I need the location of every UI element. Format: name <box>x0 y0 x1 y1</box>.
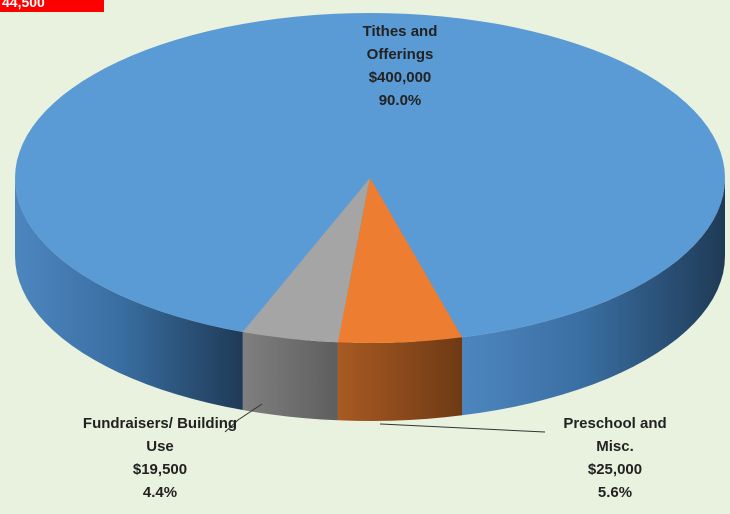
slice <box>242 178 370 343</box>
category-label: Fundraisers/ Building Use <box>82 415 238 455</box>
slice-side <box>15 178 243 410</box>
value-label: $400,000 <box>368 69 432 86</box>
chart-title: 44,500 <box>0 0 104 12</box>
percent-label: 4.4% <box>142 484 178 501</box>
category-label: Tithes and Offerings <box>362 23 438 63</box>
slice <box>337 178 463 343</box>
percent-label: 90.0% <box>378 92 422 109</box>
slice <box>15 13 725 338</box>
slice-side <box>337 337 463 421</box>
leader-line <box>224 403 263 433</box>
leader-line <box>379 423 546 433</box>
value-label: $25,000 <box>587 461 643 478</box>
data-label: Tithes and Offerings $400,000 90.0% <box>330 20 470 112</box>
slice-side <box>242 332 338 421</box>
category-label: Preschool and Misc. <box>563 415 667 455</box>
pie <box>15 13 725 421</box>
slice-side <box>462 178 725 416</box>
value-label: $19,500 <box>132 461 188 478</box>
data-label: Preschool and Misc. $25,000 5.6% <box>545 412 685 504</box>
data-label: Fundraisers/ Building Use $19,500 4.4% <box>80 412 240 504</box>
percent-label: 5.6% <box>597 484 633 501</box>
